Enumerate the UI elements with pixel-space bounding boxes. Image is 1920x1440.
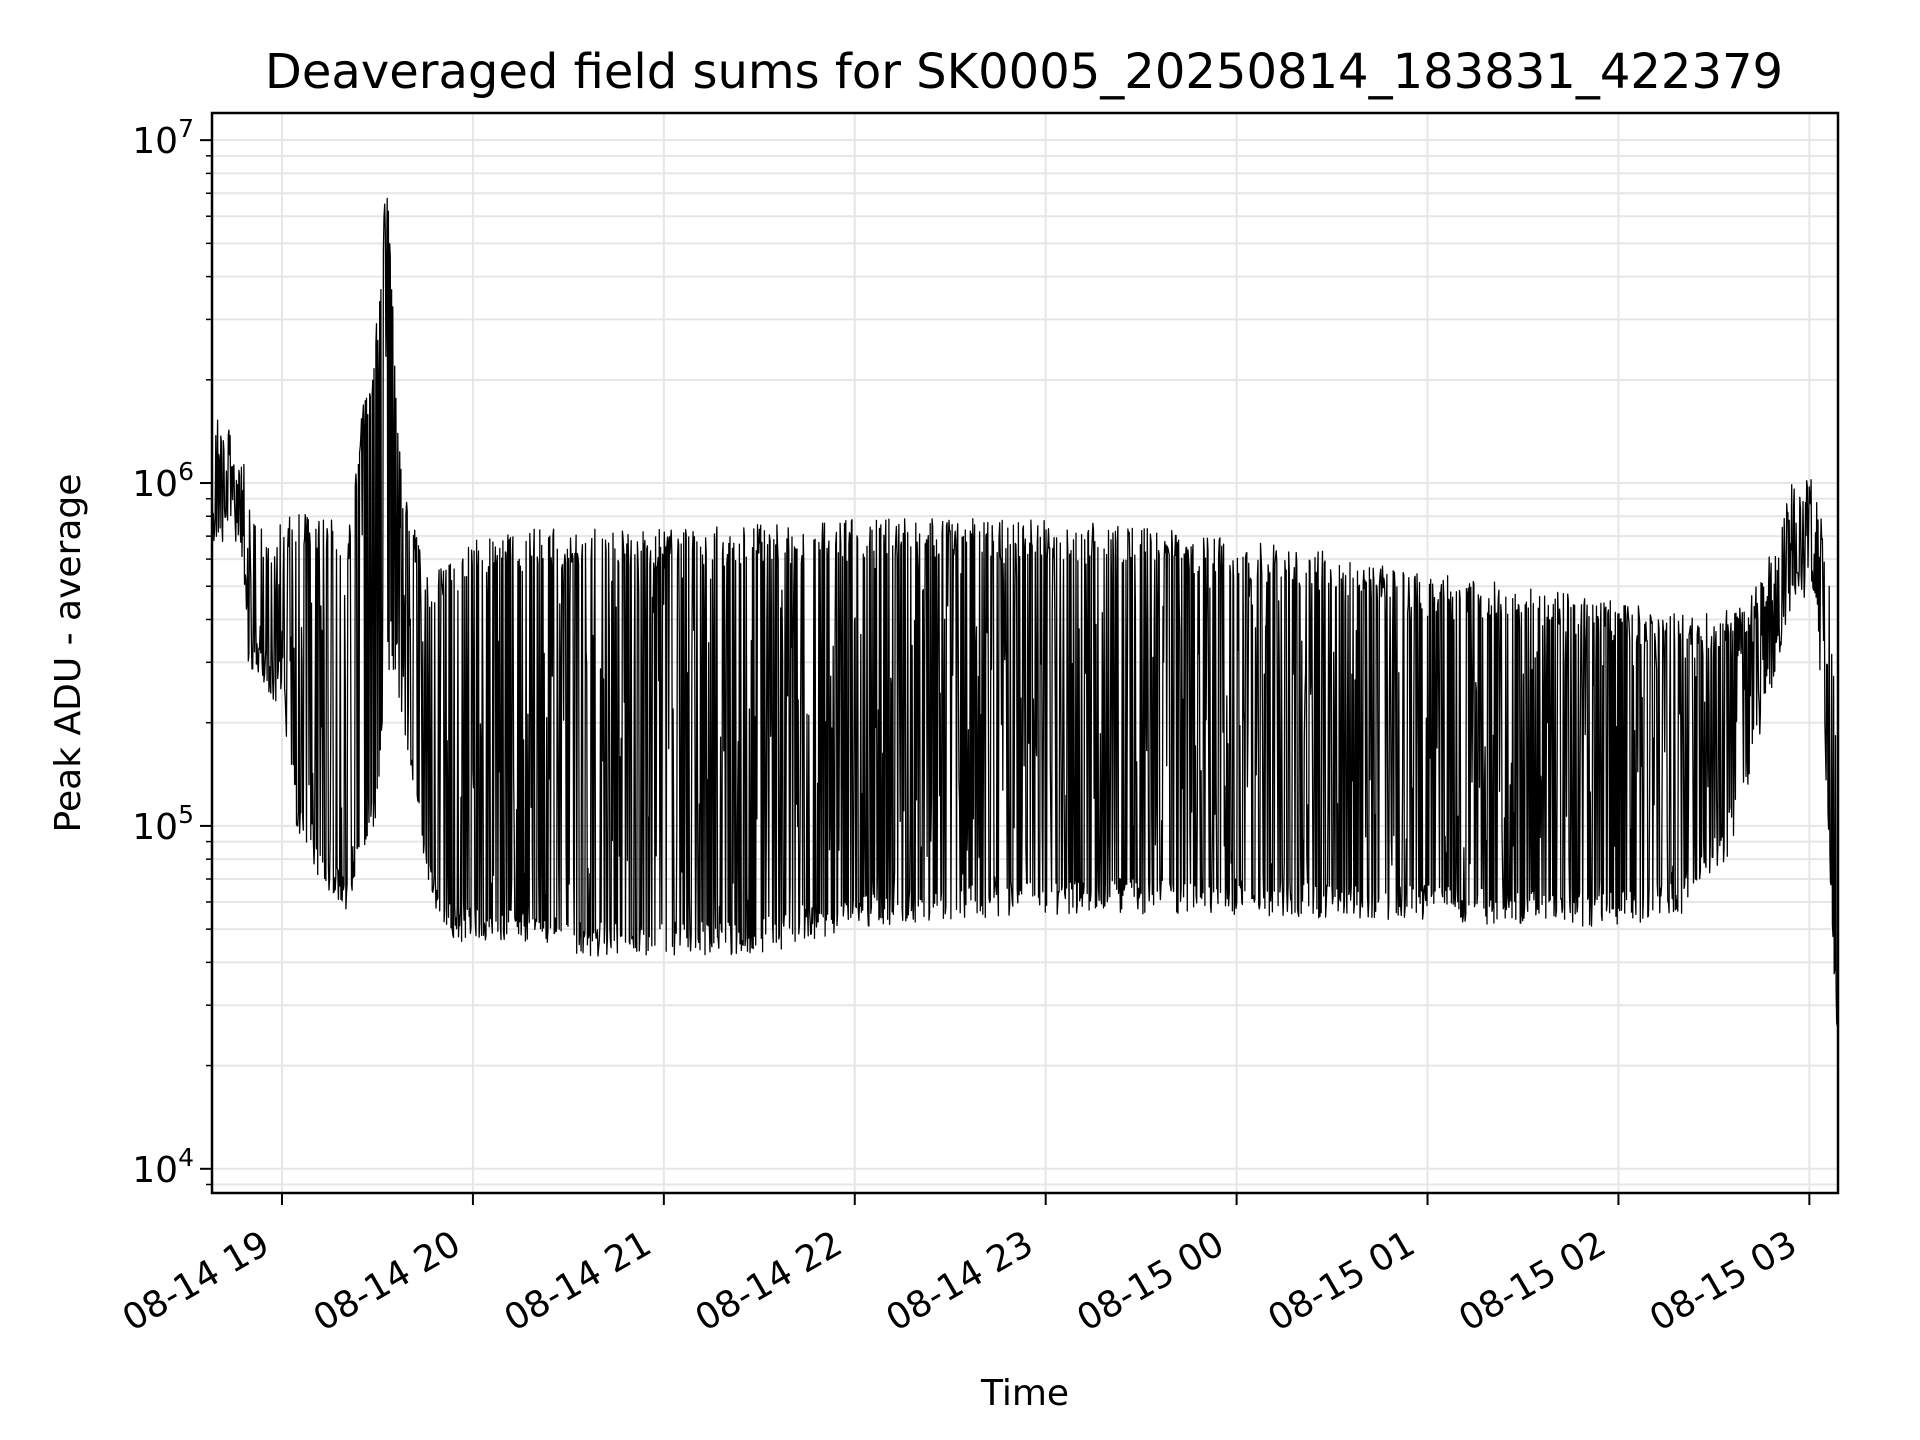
y-tick-exponent: 5 [178,800,194,829]
y-tick-exponent: 4 [178,1143,194,1172]
x-axis-label: Time [980,1373,1069,1414]
y-tick-exponent: 7 [178,114,194,143]
y-tick-exponent: 6 [178,457,194,486]
y-tick-base: 10 [132,807,178,848]
y-tick-base: 10 [132,464,178,505]
y-tick-base: 10 [132,1150,178,1191]
data-layer [212,197,1838,1028]
y-tick-label: 107 [132,114,194,162]
y-tick-base: 10 [132,121,178,162]
y-tick-label: 105 [132,800,194,848]
y-tick-label: 104 [132,1143,194,1191]
plot-frame [210,111,1840,1195]
chart-title: Deaveraged field sums for SK0005_2025081… [265,44,1783,100]
y-axis-label: Peak ADU - average [48,474,89,833]
y-tick-label: 106 [132,457,194,505]
series-line [212,197,1838,1028]
